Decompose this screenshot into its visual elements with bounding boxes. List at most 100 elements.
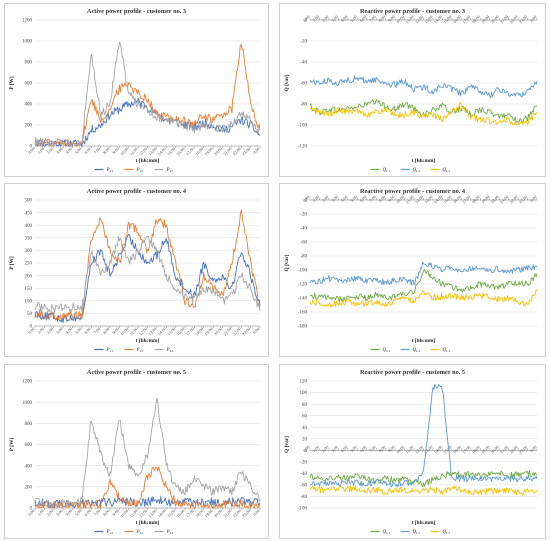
- x-tick-label: 18:00: [471, 194, 481, 204]
- series-line-PL3: [34, 235, 261, 313]
- chart-panel-5: Active power profile - customer no. 5 0 20…: [4, 364, 269, 539]
- y-tick-label: -180: [298, 325, 308, 330]
- x-tick-label: 14:00: [157, 326, 167, 336]
- x-tick-label: 1:00: [311, 14, 320, 23]
- x-tick-label: 19:00: [204, 508, 214, 518]
- legend-label: QL2: [413, 168, 421, 173]
- x-tick-label: 1:00: [311, 194, 320, 203]
- legend-label: QL1: [383, 530, 391, 535]
- x-tick-label: 21:00: [499, 194, 509, 204]
- chart-svg: Reactive power profile - customer no. 3 0…: [284, 8, 538, 173]
- x-tick-label: 3:00: [55, 508, 64, 517]
- x-tick-label: 13:00: [147, 146, 157, 156]
- y-tick-label: -80: [300, 495, 307, 500]
- x-tick-label: 13:00: [147, 508, 157, 518]
- x-tick-label: 7:00: [93, 508, 102, 517]
- x-tick-label: 17:00: [185, 508, 195, 518]
- x-tick-label: 11:00: [129, 326, 139, 336]
- x-tick-label: 7:00: [368, 444, 377, 453]
- chart-title: Reactive power profile - customer no. 5: [360, 369, 465, 376]
- y-tick-label: 600: [25, 82, 33, 87]
- y-axis-label: P [W]: [9, 438, 15, 452]
- x-tick-label: 1:00: [36, 326, 45, 335]
- x-tick-label: 2:00: [46, 146, 55, 155]
- x-tick-label: 9:00: [387, 194, 396, 203]
- x-tick-label: 2:00: [46, 326, 55, 335]
- x-tick-label: 15:00: [166, 146, 176, 156]
- x-tick-label: 0:00: [252, 508, 261, 517]
- x-tick-label: 6:00: [359, 194, 368, 203]
- x-tick-label: 16:00: [175, 508, 185, 518]
- x-tick-label: 16:00: [452, 444, 462, 454]
- y-axis-label: Q [var]: [284, 74, 290, 91]
- series-line-PL3: [34, 397, 261, 508]
- x-tick-label: 20:00: [213, 508, 223, 518]
- x-tick-label: 22:00: [509, 444, 519, 454]
- x-tick-label: 3:00: [55, 146, 64, 155]
- x-tick-label: 1:00: [36, 146, 45, 155]
- x-tick-label: 10:00: [395, 14, 405, 24]
- series-line-QL1: [309, 268, 538, 303]
- legend-label: QL1: [383, 168, 391, 173]
- y-tick-label: 1200: [22, 380, 33, 385]
- series-line-QL2: [309, 261, 537, 286]
- series-line-QL2: [309, 75, 538, 99]
- x-tick-label: 17:00: [461, 194, 471, 204]
- x-tick-label: 12:00: [138, 326, 148, 336]
- x-tick-label: 23:00: [518, 444, 528, 454]
- y-tick-label: -60: [300, 241, 307, 246]
- x-tick-label: 16:00: [175, 146, 185, 156]
- x-tick-label: 21:00: [499, 14, 509, 24]
- x-tick-label: 20:00: [213, 146, 223, 156]
- x-tick-label: 11:00: [129, 146, 139, 156]
- x-tick-label: 21:00: [499, 444, 509, 454]
- y-tick-label: 800: [25, 422, 33, 427]
- x-tick-label: 7:00: [93, 146, 102, 155]
- x-tick-label: 18:00: [194, 326, 204, 336]
- x-tick-label: 10:00: [395, 194, 405, 204]
- y-tick-label: -20: [300, 213, 307, 218]
- x-tick-label: 0:00: [252, 146, 261, 155]
- x-axis-label: t [hh:mm]: [412, 520, 436, 526]
- x-tick-label: 6:00: [359, 444, 368, 453]
- x-tick-label: 23:00: [241, 326, 251, 336]
- chart-svg: Reactive power profile - customer no. 4 0…: [284, 188, 538, 353]
- y-tick-label: 40: [302, 426, 308, 431]
- legend-label: PL3: [166, 348, 174, 353]
- x-tick-label: 10:00: [395, 444, 405, 454]
- legend-label: QL3: [443, 530, 451, 535]
- x-tick-label: 0:00: [529, 194, 538, 203]
- y-tick-label: 120: [300, 380, 308, 385]
- chart-svg: Reactive power profile - customer no. 5 1…: [284, 369, 538, 535]
- y-tick-label: 100: [300, 391, 308, 396]
- x-tick-label: 8:00: [102, 146, 111, 155]
- x-tick-label: 4:00: [340, 14, 349, 23]
- y-tick-label: -80: [300, 255, 307, 260]
- series-line-QL3: [309, 484, 538, 497]
- x-tick-label: 19:00: [204, 146, 214, 156]
- x-tick-label: 19:00: [480, 194, 490, 204]
- legend-label: PL3: [166, 168, 174, 173]
- x-tick-label: 8:00: [378, 194, 387, 203]
- legend-label: PL2: [136, 168, 144, 173]
- legend-label: PL2: [136, 348, 144, 353]
- x-tick-label: 6:00: [83, 326, 92, 335]
- legend-label: QL2: [413, 530, 421, 535]
- y-tick-label: 200: [25, 124, 33, 129]
- y-tick-label: 0: [305, 199, 308, 204]
- y-tick-label: 600: [25, 443, 33, 448]
- chart-svg: Active power profile - customer no. 3 0 20…: [9, 8, 261, 173]
- x-tick-label: 22:00: [509, 194, 519, 204]
- x-tick-label: 12:00: [138, 146, 148, 156]
- series-line-PL3: [34, 42, 261, 147]
- x-tick-label: 1:00: [36, 508, 45, 517]
- y-tick-label: 300: [25, 249, 33, 254]
- y-axis-label: Q [var]: [284, 254, 290, 271]
- x-tick-label: 20:00: [213, 326, 223, 336]
- chart-panel-4: Reactive power profile - customer no. 4 0…: [279, 183, 546, 357]
- x-tick-label: 22:00: [232, 508, 242, 518]
- x-tick-label: 13:00: [423, 194, 433, 204]
- y-tick-label: 500: [25, 199, 33, 204]
- y-tick-label: 250: [25, 262, 33, 267]
- x-tick-label: 5:00: [74, 326, 83, 335]
